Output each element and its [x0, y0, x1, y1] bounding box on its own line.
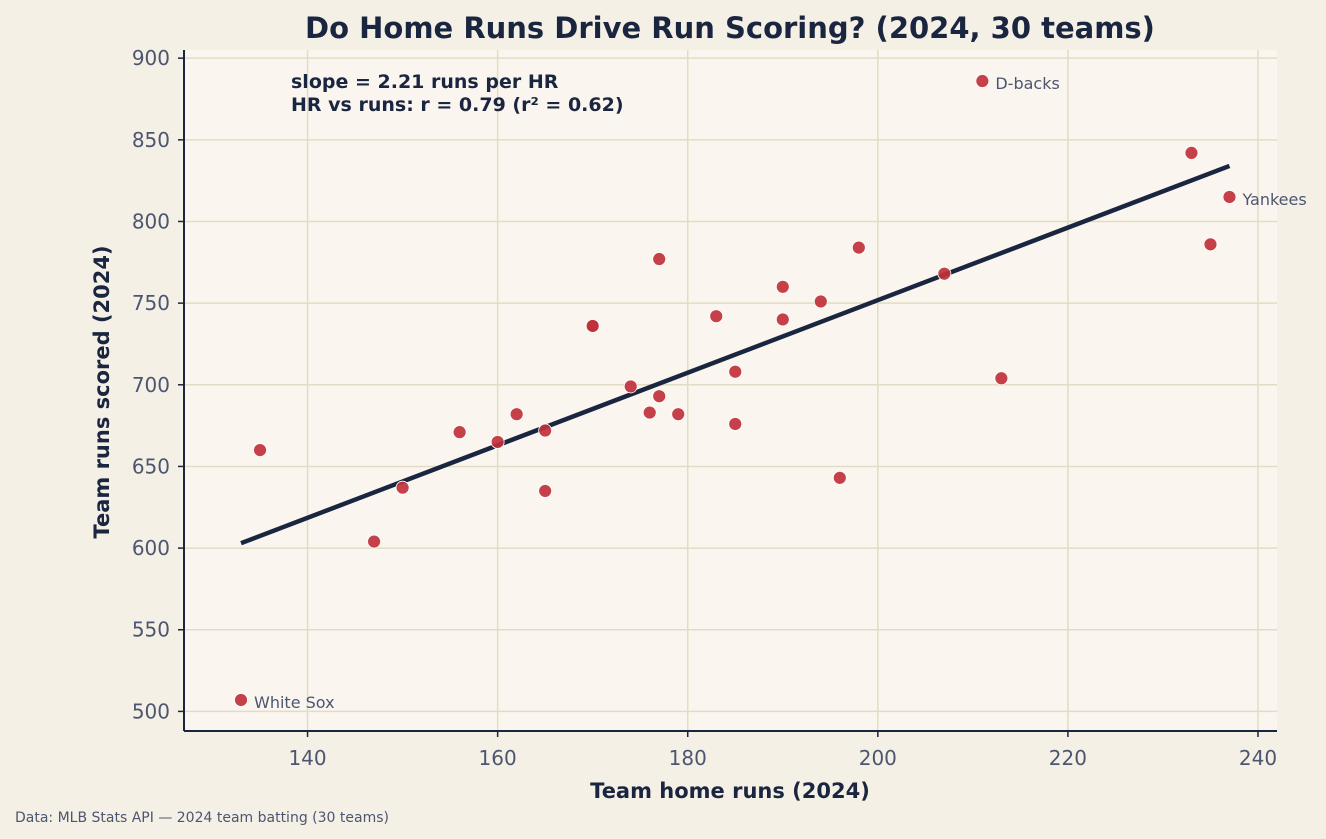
y-axis-label: Team runs scored (2024)	[90, 245, 114, 538]
data-point	[490, 435, 505, 449]
trendline	[240, 163, 1231, 546]
data-point	[652, 389, 667, 404]
data-point	[1222, 190, 1237, 204]
axes	[183, 50, 1277, 732]
data-point	[813, 294, 828, 309]
data-point	[234, 693, 248, 707]
data-point	[994, 371, 1009, 386]
data-point	[395, 480, 410, 495]
data-point	[851, 240, 866, 255]
data-point	[642, 405, 657, 420]
data-point	[509, 407, 524, 422]
data-point	[538, 423, 553, 438]
x-tick-label: 240	[1239, 746, 1277, 770]
point-label: Yankees	[1241, 190, 1306, 209]
data-point	[728, 364, 743, 379]
data-point	[709, 309, 724, 324]
y-tick-label: 900	[132, 46, 170, 70]
plot-area	[184, 50, 1277, 731]
point-label: D-backs	[995, 74, 1059, 93]
x-axis-label: Team home runs (2024)	[590, 779, 870, 803]
y-tick-label: 850	[132, 128, 170, 152]
data-point	[671, 407, 686, 422]
source-note: Data: MLB Stats API — 2024 team batting …	[15, 810, 389, 826]
slope-annotation: slope = 2.21 runs per HR	[291, 71, 559, 93]
data-point	[538, 484, 553, 498]
trendline-group	[240, 163, 1231, 546]
chart-title: Do Home Runs Drive Run Scoring? (2024, 3…	[305, 11, 1155, 45]
data-point	[728, 417, 743, 431]
y-tick-label: 650	[132, 454, 170, 478]
x-tick-label: 200	[859, 746, 897, 770]
y-tick-label: 700	[132, 373, 170, 397]
data-points	[234, 74, 1237, 707]
y-tick-label: 500	[132, 699, 170, 723]
data-point	[623, 379, 638, 394]
data-point	[585, 319, 600, 333]
data-point	[452, 425, 467, 440]
y-tick-label: 750	[132, 291, 170, 315]
y-tick-label: 800	[132, 209, 170, 233]
data-point	[652, 252, 667, 266]
tick-labels: 140 160 180 200 220 240 500 550 600 650 700 750 800 8…	[132, 46, 1277, 770]
data-point	[1203, 237, 1218, 252]
data-point	[937, 266, 952, 281]
data-point	[775, 312, 790, 327]
x-tick-label: 180	[669, 746, 707, 770]
x-tick-label: 160	[479, 746, 517, 770]
data-point	[832, 470, 847, 485]
point-labels: White Sox D-backs Yankees	[254, 74, 1307, 712]
correlation-annotation: HR vs runs: r = 0.79 (r² = 0.62)	[291, 94, 624, 116]
y-tick-label: 600	[132, 536, 170, 560]
grid	[184, 50, 1277, 731]
data-point	[775, 279, 790, 294]
data-point	[367, 534, 381, 549]
x-tick-label: 220	[1049, 746, 1087, 770]
data-point	[1184, 145, 1199, 160]
y-tick-label: 550	[132, 618, 170, 642]
x-tick-label: 140	[288, 746, 326, 770]
data-point	[253, 443, 267, 458]
data-point	[975, 74, 990, 88]
point-label: White Sox	[254, 693, 335, 712]
